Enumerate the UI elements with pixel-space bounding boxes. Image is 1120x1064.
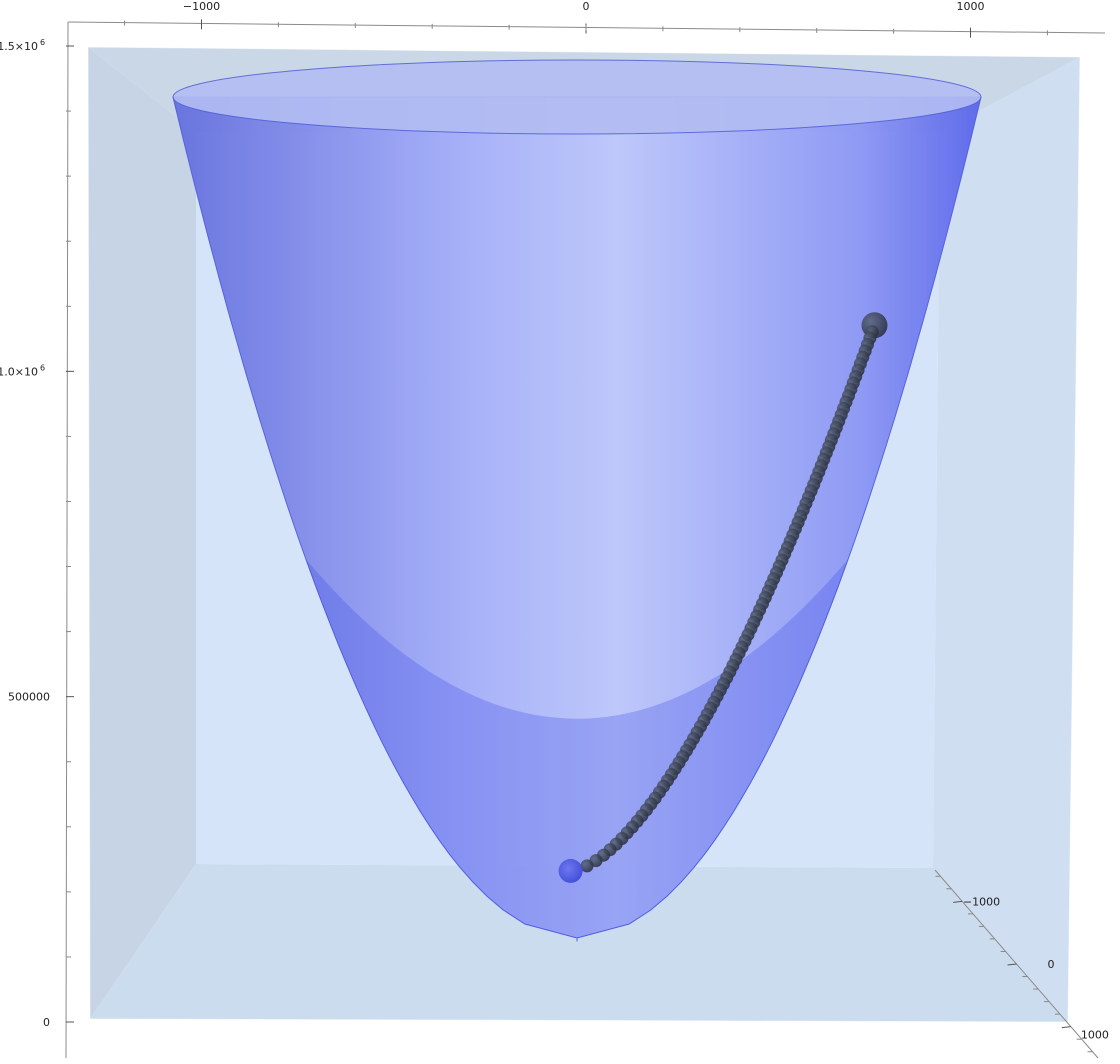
x-tick-label: 1000 bbox=[957, 0, 985, 13]
z-tick-label: 1.5×10 bbox=[0, 40, 38, 53]
z-tick-label: 500000 bbox=[8, 691, 50, 704]
z-axis-line bbox=[65, 21, 69, 1059]
z-tick-label: 1.0×10 bbox=[0, 365, 38, 378]
descent-path bbox=[558, 312, 888, 883]
x-axis-ticks: −1000 0 1000 bbox=[124, 0, 1048, 38]
path-point bbox=[580, 859, 594, 873]
y-tick-label: 0 bbox=[1048, 958, 1055, 971]
x-tick-label: 0 bbox=[583, 0, 590, 13]
x-tick-label: −1000 bbox=[183, 0, 220, 13]
paraboloid-surface bbox=[172, 59, 982, 942]
box-floor bbox=[90, 864, 1068, 1022]
y-tick-mark bbox=[1061, 1026, 1071, 1029]
z-tick-exponent: 6 bbox=[40, 38, 45, 47]
y-tick-label: −1000 bbox=[963, 895, 1000, 908]
y-tick-mark bbox=[1007, 963, 1017, 966]
box-left-wall bbox=[88, 47, 196, 1019]
bowl-rim bbox=[172, 59, 982, 135]
y-tick-mark bbox=[953, 900, 963, 903]
y-tick-label: 1000 bbox=[1081, 1029, 1109, 1042]
box-right-wall bbox=[933, 57, 1080, 1022]
y-axis-ticks: −1000 0 1000 bbox=[935, 875, 1109, 1053]
z-tick-label: 0 bbox=[43, 1016, 50, 1029]
path-start-point bbox=[558, 858, 583, 883]
bowl-bottom-shade bbox=[306, 559, 848, 941]
z-tick-exponent: 6 bbox=[40, 363, 45, 372]
bowl-body bbox=[172, 96, 982, 942]
